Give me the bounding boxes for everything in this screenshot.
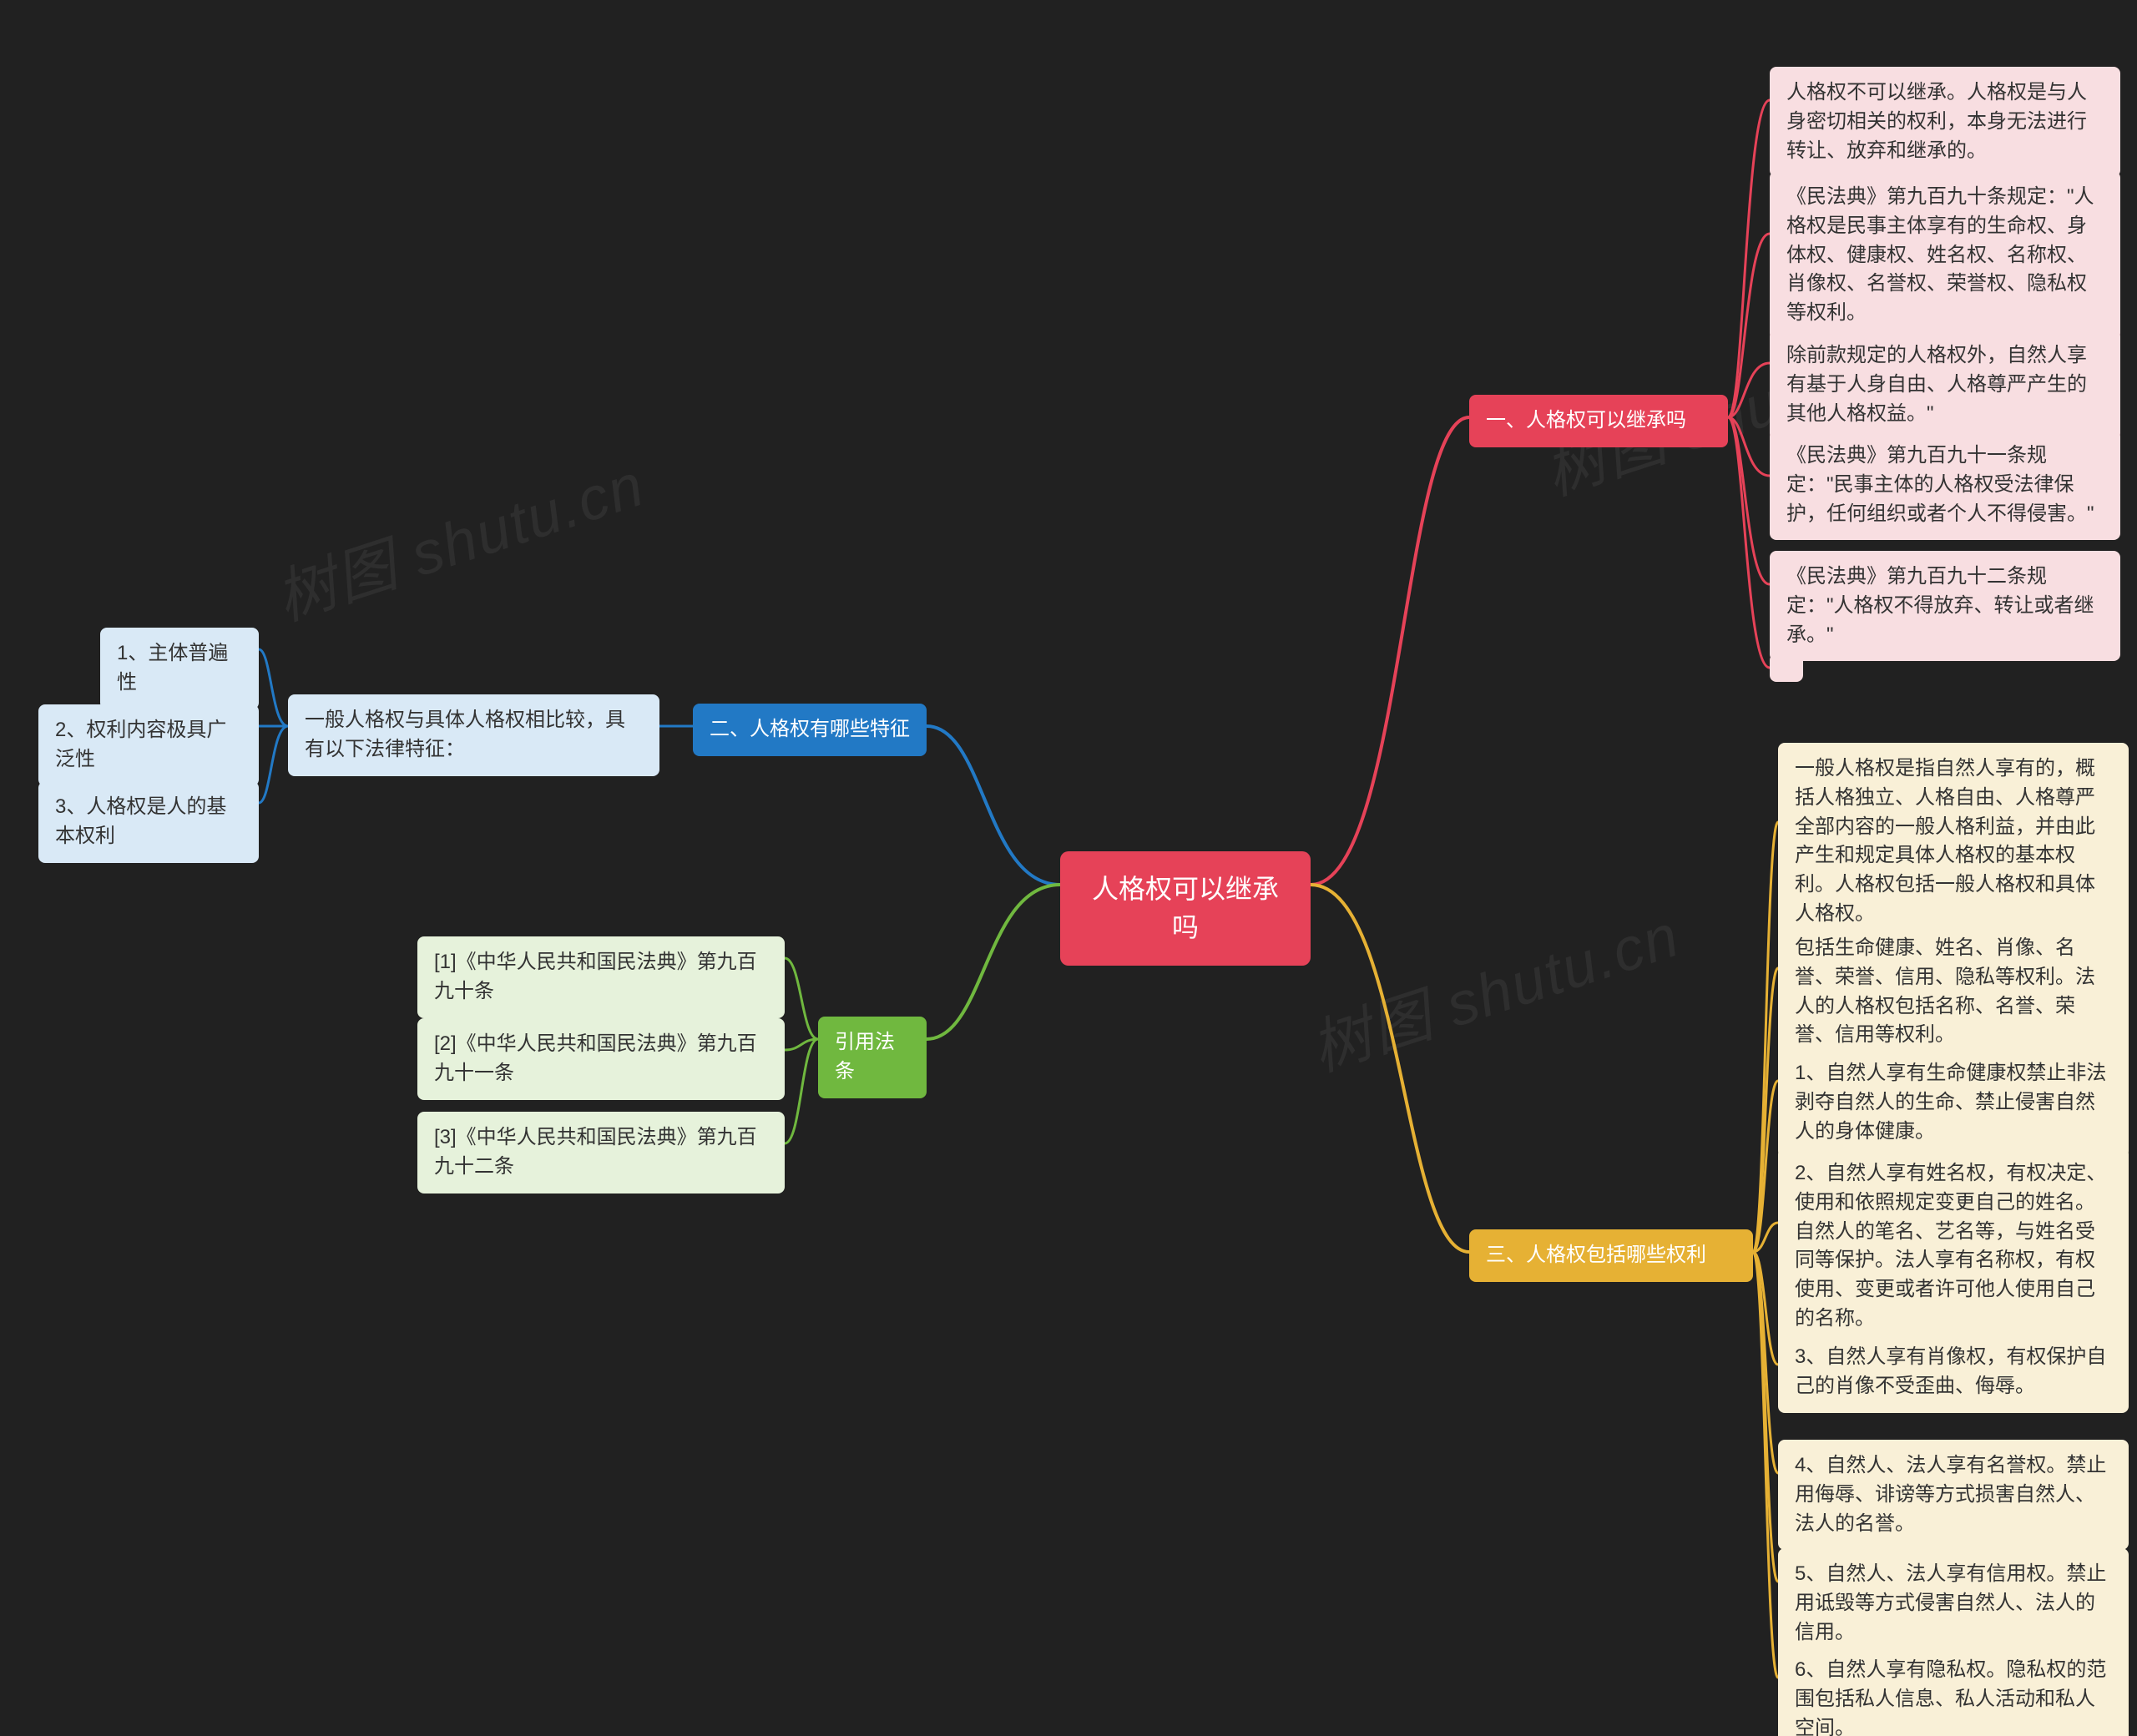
branch-3[interactable]: 三、人格权包括哪些权利	[1469, 1229, 1753, 1282]
branch1-leaf-4[interactable]: 《民法典》第九百九十二条规定："人格权不得放弃、转让或者继承。"	[1770, 551, 2120, 661]
branch3-leaf-7[interactable]: 6、自然人享有隐私权。隐私权的范围包括私人信息、私人活动和私人空间。	[1778, 1644, 2129, 1736]
branch-2[interactable]: 二、人格权有哪些特征	[693, 704, 927, 756]
branch-1[interactable]: 一、人格权可以继承吗	[1469, 395, 1728, 447]
branch2-leaf-1[interactable]: 2、权利内容极具广泛性	[38, 704, 259, 786]
branch4-leaf-1[interactable]: [2]《中华人民共和国民法典》第九百九十一条	[417, 1018, 785, 1100]
branch1-leaf-2[interactable]: 除前款规定的人格权外，自然人享有基于人身自由、人格尊严产生的其他人格权益。"	[1770, 330, 2120, 440]
branch3-leaf-3[interactable]: 2、自然人享有姓名权，有权决定、使用和依照规定变更自己的姓名。自然人的笔名、艺名…	[1778, 1148, 2129, 1345]
branch4-leaf-2[interactable]: [3]《中华人民共和国民法典》第九百九十二条	[417, 1112, 785, 1194]
branch3-leaf-4[interactable]: 3、自然人享有肖像权，有权保护自己的肖像不受歪曲、侮辱。	[1778, 1331, 2129, 1413]
branch2-leaf-2[interactable]: 3、人格权是人的基本权利	[38, 781, 259, 863]
branch3-leaf-0[interactable]: 一般人格权是指自然人享有的，概括人格独立、人格自由、人格尊严全部内容的一般人格利…	[1778, 743, 2129, 941]
branch1-leaf-empty	[1770, 654, 1803, 682]
root-node[interactable]: 人格权可以继承吗	[1060, 851, 1311, 966]
branch4-leaf-0[interactable]: [1]《中华人民共和国民法典》第九百九十条	[417, 936, 785, 1018]
branch2-desc[interactable]: 一般人格权与具体人格权相比较，具有以下法律特征：	[288, 694, 659, 776]
mindmap-canvas: 树图 shutu.cn 树图 shutu.cn 树图 shutu.cn	[0, 0, 2137, 1736]
branch3-leaf-5[interactable]: 4、自然人、法人享有名誉权。禁止用侮辱、诽谤等方式损害自然人、法人的名誉。	[1778, 1440, 2129, 1550]
branch2-leaf-0[interactable]: 1、主体普遍性	[100, 628, 259, 709]
branch1-leaf-0[interactable]: 人格权不可以继承。人格权是与人身密切相关的权利，本身无法进行转让、放弃和继承的。	[1770, 67, 2120, 177]
branch1-leaf-3[interactable]: 《民法典》第九百九十一条规定："民事主体的人格权受法律保护，任何组织或者个人不得…	[1770, 430, 2120, 540]
branch3-leaf-2[interactable]: 1、自然人享有生命健康权禁止非法剥夺自然人的生命、禁止侵害自然人的身体健康。	[1778, 1047, 2129, 1158]
branch3-leaf-1[interactable]: 包括生命健康、姓名、肖像、名誉、荣誉、信用、隐私等权利。法人的人格权包括名称、名…	[1778, 922, 2129, 1062]
branch3-leaf-6[interactable]: 5、自然人、法人享有信用权。禁止用诋毁等方式侵害自然人、法人的信用。	[1778, 1548, 2129, 1658]
branch1-leaf-1[interactable]: 《民法典》第九百九十条规定："人格权是民事主体享有的生命权、身体权、健康权、姓名…	[1770, 171, 2120, 340]
branch-4[interactable]: 引用法条	[818, 1017, 927, 1098]
